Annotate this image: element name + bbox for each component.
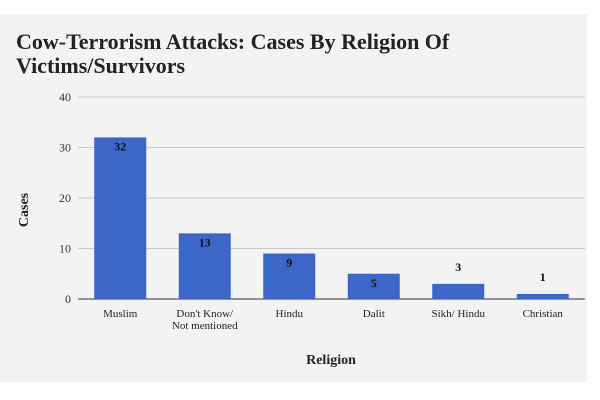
y-tick-label: 10 — [59, 242, 71, 256]
bar — [347, 273, 400, 299]
data-label: 3 — [455, 260, 461, 274]
bar — [432, 283, 485, 299]
data-label: 9 — [286, 256, 292, 270]
y-tick-label: 0 — [65, 292, 71, 306]
y-axis-title: Cases — [17, 192, 32, 227]
x-tick-label: Dalit — [363, 308, 385, 320]
x-axis-title: Religion — [306, 353, 356, 368]
chart-title: Cow-Terrorism Attacks: Cases By Religion… — [16, 29, 450, 78]
data-label: 1 — [540, 270, 546, 284]
y-tick-label: 30 — [59, 141, 71, 155]
x-tick-label: Christian — [523, 308, 564, 320]
x-tick-label: Sikh/ Hindu — [432, 308, 486, 320]
data-label: 5 — [371, 276, 377, 290]
x-tick-label: Not mentioned — [172, 320, 238, 332]
x-tick-label: Don't Know/ — [176, 308, 234, 320]
bar — [516, 293, 569, 299]
data-label: 13 — [199, 235, 211, 249]
x-tick-label: Muslim — [103, 308, 138, 320]
bar — [178, 233, 231, 299]
y-tick-label: 20 — [59, 191, 71, 205]
x-tick-label: Hindu — [276, 308, 304, 320]
bar — [94, 137, 147, 299]
y-tick-label: 40 — [59, 90, 71, 104]
data-label: 32 — [114, 139, 126, 153]
bar — [263, 253, 316, 299]
